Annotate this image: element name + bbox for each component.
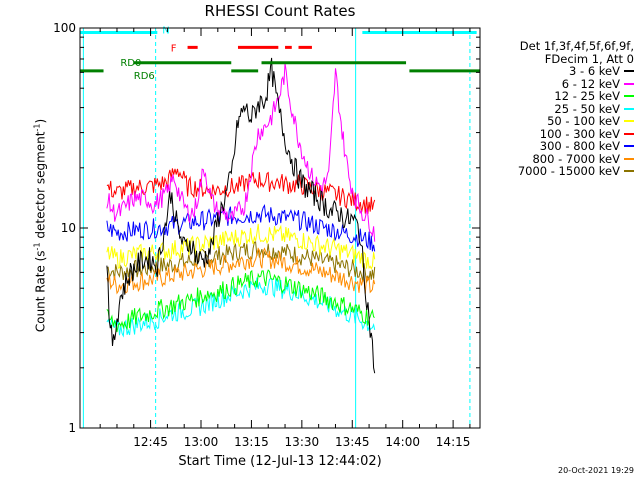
annotation-label-rd0: RD0 [120,58,141,69]
y-axis-label: Count Rate (s-1 detector segment-1) [32,118,48,333]
annotation-label-rd6: RD6 [134,71,155,82]
legend-swatch [624,120,634,123]
legend-entry: 50 - 100 keV [518,115,634,128]
x-tick-label: 13:00 [184,435,219,449]
x-axis-label: Start Time (12-Jul-13 12:44:02) [178,454,382,469]
x-tick-label: 13:30 [285,435,320,449]
legend-header-line: FDecim 1, Att 0 [544,51,634,66]
legend-label: 100 - 300 keV [539,126,620,141]
series-line [106,269,375,333]
annotation-label-n: N [162,25,169,36]
annotation-label-f: F [171,43,177,54]
legend-entry: 100 - 300 keV [518,126,634,141]
chart-title: RHESSI Count Rates [204,2,356,20]
legend-entry: 6 - 12 keV [518,76,634,91]
legend-swatch [624,132,634,135]
timestamp: 20-Oct-2021 19:29 [558,466,634,475]
legend-entry: 25 - 50 keV [518,101,634,116]
series-line [106,168,376,214]
series-line [106,241,376,283]
x-tick-label: 14:15 [436,435,471,449]
series-line [106,57,376,374]
legend-swatch [624,157,634,160]
legend-entry: 7000 - 15000 keV [518,165,634,178]
legend-entry: 3 - 6 keV [518,65,634,78]
series-line [106,223,376,270]
legend-entry: 300 - 800 keV [518,140,634,153]
legend-swatch [624,107,634,110]
legend-swatch [624,170,634,173]
y-tick-label: 1 [68,421,76,435]
legend-label: 25 - 50 keV [554,101,620,116]
legend-header-line: Det 1f,3f,4f,5f,6f,9f, [519,39,634,53]
series-line [106,247,376,295]
legend: Det 1f,3f,4f,5f,6f,9f, FDecim 1, Att 0 3… [518,40,634,178]
series-line [106,203,376,252]
legend-label: 800 - 7000 keV [532,151,620,166]
legend-entry: 12 - 25 keV [518,90,634,103]
x-tick-label: 12:45 [133,435,168,449]
legend-label: 300 - 800 keV [539,139,620,153]
x-tick-label: 13:45 [335,435,370,449]
y-tick-label: 100 [53,21,76,35]
legend-label: 3 - 6 keV [569,64,620,78]
legend-swatch [624,95,634,98]
legend-entry: 800 - 7000 keV [518,151,634,166]
y-tick-label: 10 [61,221,76,235]
x-tick-label: 14:00 [385,435,420,449]
legend-swatch [624,82,634,85]
legend-label: 12 - 25 keV [554,89,620,103]
legend-label: 6 - 12 keV [561,76,620,91]
legend-entries: 3 - 6 keV 6 - 12 keV 12 - 25 keV 25 - 50 ke… [518,65,634,178]
series-line [106,63,376,242]
legend-swatch [624,70,634,73]
x-tick-label: 13:15 [234,435,269,449]
legend-label: 7000 - 15000 keV [517,164,620,178]
legend-swatch [624,145,634,148]
legend-label: 50 - 100 keV [547,114,620,128]
